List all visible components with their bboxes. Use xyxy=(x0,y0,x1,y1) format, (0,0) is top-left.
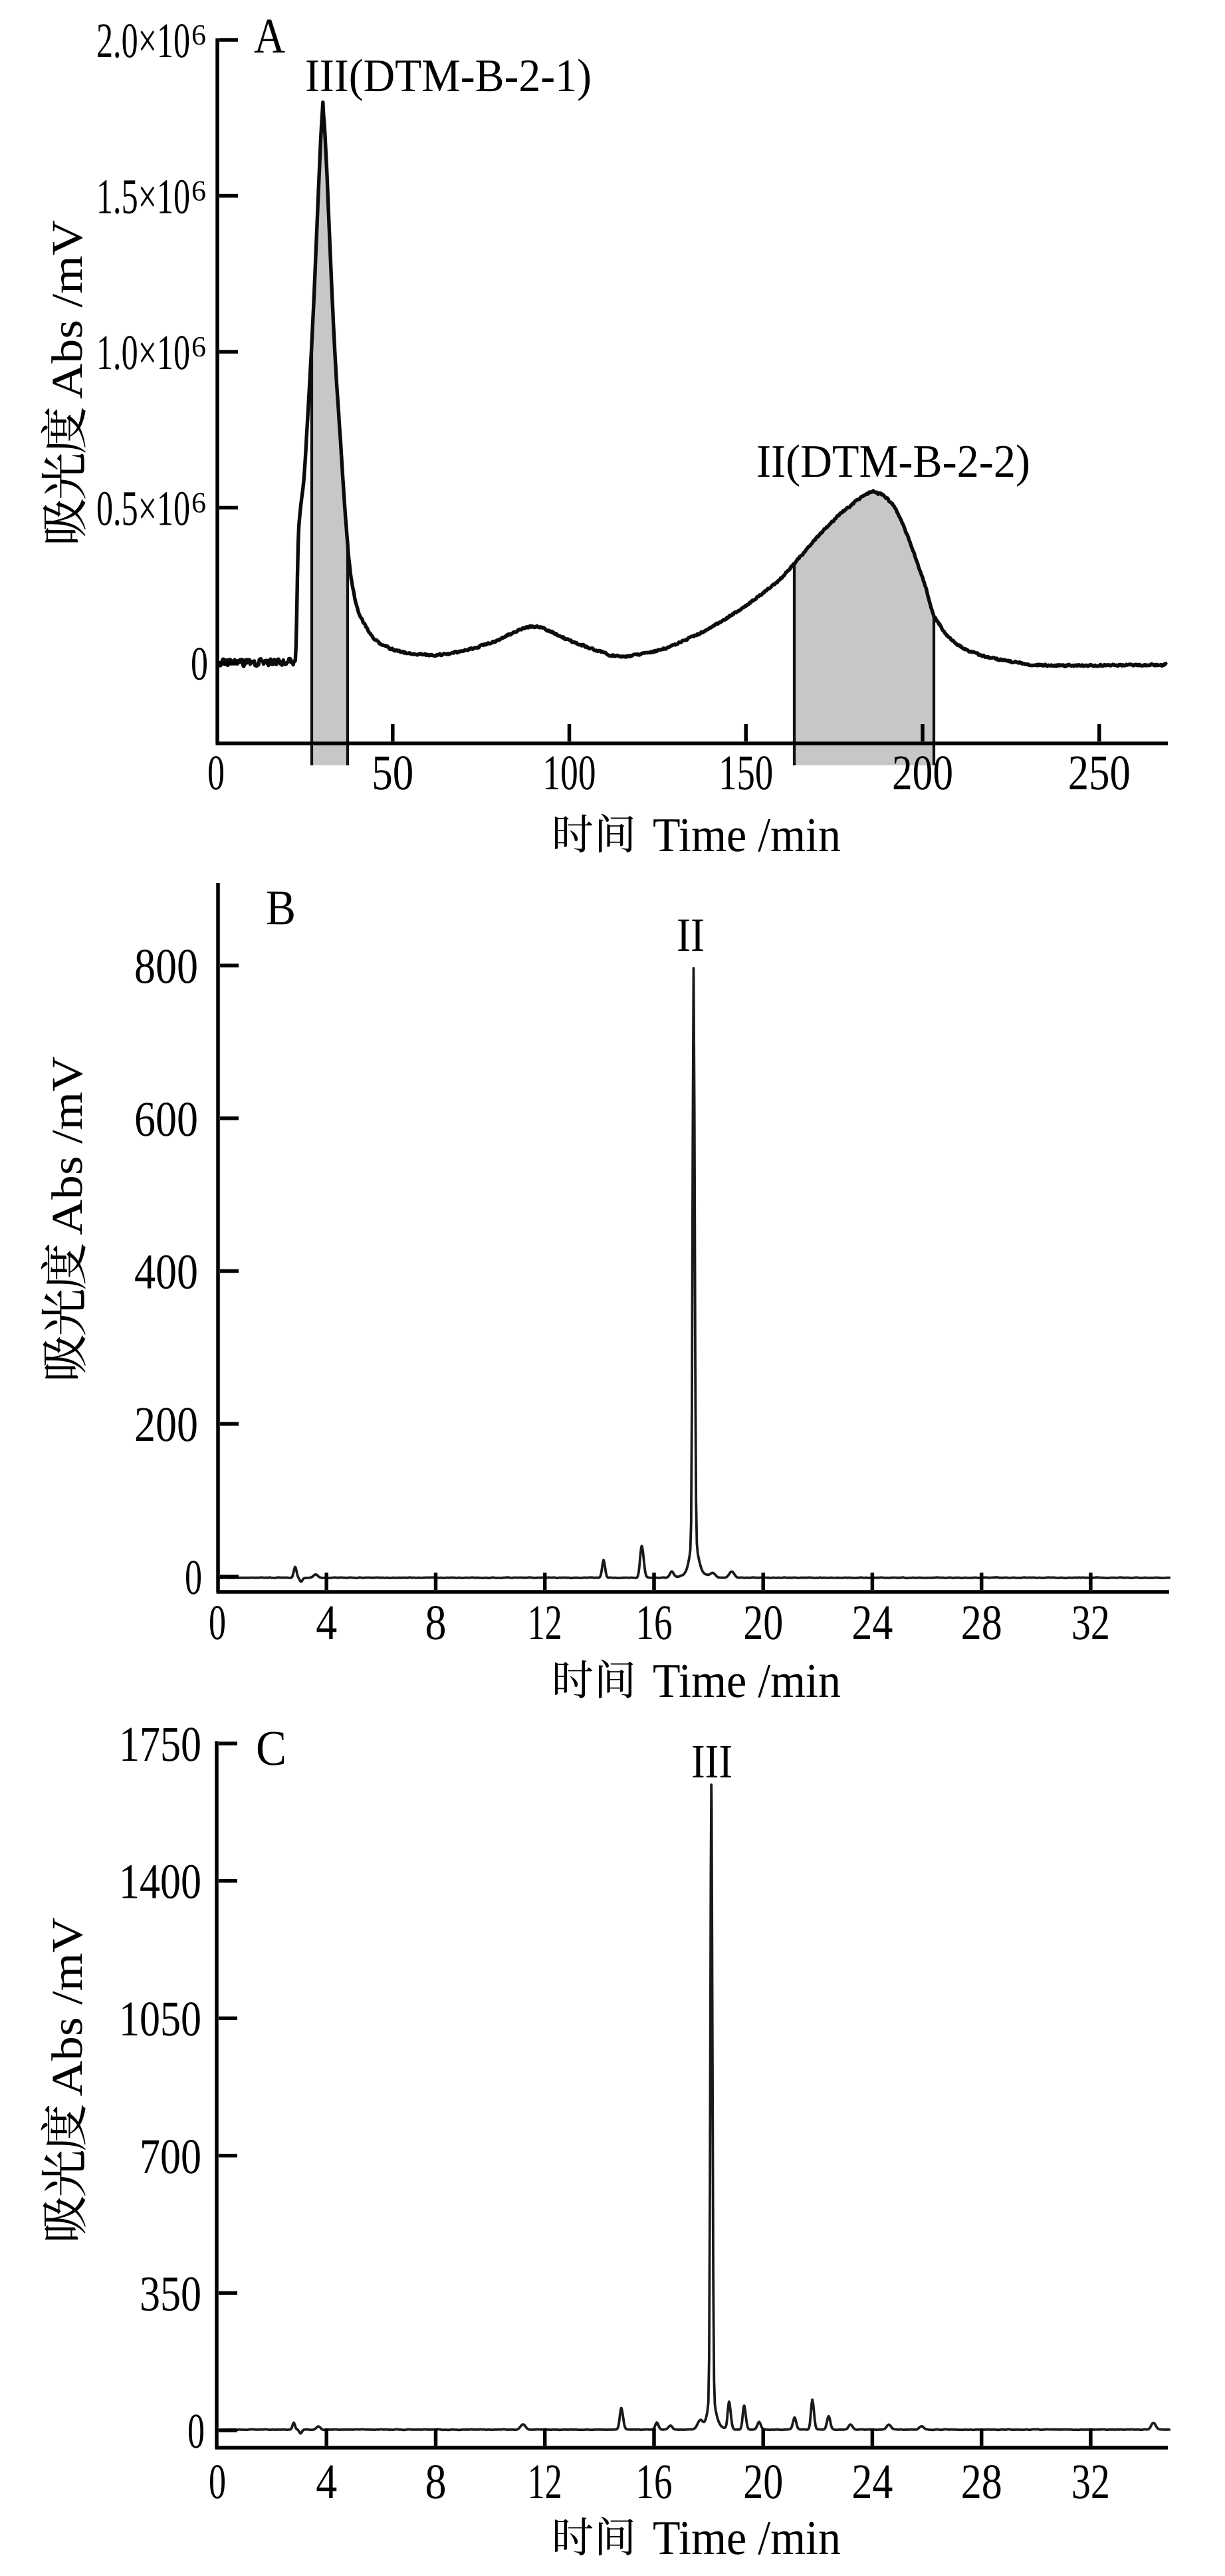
svg-text:6: 6 xyxy=(191,487,206,519)
svg-text:8: 8 xyxy=(425,1595,447,1650)
svg-text:400: 400 xyxy=(134,1245,198,1300)
svg-text:24: 24 xyxy=(851,2454,893,2510)
svg-text:16: 16 xyxy=(636,2454,673,2510)
svg-text:28: 28 xyxy=(961,1595,1002,1650)
svg-text:6: 6 xyxy=(191,19,206,51)
svg-text:Abs /mV: Abs /mV xyxy=(43,1057,92,1235)
svg-text:600: 600 xyxy=(134,1092,198,1147)
svg-text:800: 800 xyxy=(134,939,198,994)
svg-text:200: 200 xyxy=(134,1397,198,1452)
svg-text:Abs /mV: Abs /mV xyxy=(43,1918,92,2097)
svg-text:Time /min: Time /min xyxy=(653,1654,841,1708)
svg-text:0: 0 xyxy=(185,1550,202,1605)
svg-text:28: 28 xyxy=(961,2454,1002,2510)
svg-text:16: 16 xyxy=(636,1595,673,1650)
svg-text:Time /min: Time /min xyxy=(653,2511,841,2565)
svg-text:20: 20 xyxy=(743,2454,783,2510)
svg-text:2.0×10: 2.0×10 xyxy=(96,13,190,68)
svg-text:32: 32 xyxy=(1071,2454,1110,2510)
svg-text:32: 32 xyxy=(1071,1595,1110,1650)
svg-text:6: 6 xyxy=(191,175,206,207)
svg-text:0: 0 xyxy=(209,2454,226,2510)
svg-text:20: 20 xyxy=(743,1595,783,1650)
svg-text:1.0×10: 1.0×10 xyxy=(96,325,190,380)
svg-text:II: II xyxy=(677,908,705,962)
svg-text:III: III xyxy=(691,1735,732,1788)
svg-text:350: 350 xyxy=(140,2266,201,2321)
svg-text:B: B xyxy=(266,880,296,936)
svg-text:700: 700 xyxy=(140,2129,201,2184)
svg-text:1050: 1050 xyxy=(119,1992,201,2047)
svg-text:1400: 1400 xyxy=(119,1855,201,1910)
svg-text:250: 250 xyxy=(1068,745,1131,801)
svg-text:1.5×10: 1.5×10 xyxy=(96,170,190,225)
svg-text:150: 150 xyxy=(719,745,773,801)
svg-text:200: 200 xyxy=(892,745,953,801)
svg-text:0: 0 xyxy=(191,637,208,690)
svg-text:6: 6 xyxy=(191,330,206,363)
svg-text:50: 50 xyxy=(372,745,413,801)
svg-text:0: 0 xyxy=(209,1595,226,1650)
svg-text:1750: 1750 xyxy=(119,1717,201,1772)
svg-text:0: 0 xyxy=(187,2404,205,2459)
svg-text:0: 0 xyxy=(207,745,225,801)
svg-text:12: 12 xyxy=(528,2454,562,2510)
svg-text:24: 24 xyxy=(851,1595,893,1650)
svg-text:III(DTM-B-2-1): III(DTM-B-2-1) xyxy=(305,51,592,102)
svg-text:8: 8 xyxy=(425,2454,447,2510)
svg-text:Abs /mV: Abs /mV xyxy=(43,220,92,399)
svg-text:4: 4 xyxy=(316,1595,337,1650)
svg-text:4: 4 xyxy=(316,2454,337,2510)
svg-text:0.5×10: 0.5×10 xyxy=(96,481,190,537)
svg-text:II(DTM-B-2-2): II(DTM-B-2-2) xyxy=(756,436,1030,487)
svg-text:Time /min: Time /min xyxy=(653,808,841,862)
svg-text:A: A xyxy=(254,9,285,64)
svg-text:100: 100 xyxy=(543,745,596,801)
svg-text:12: 12 xyxy=(528,1595,562,1650)
svg-text:C: C xyxy=(256,1721,286,1776)
